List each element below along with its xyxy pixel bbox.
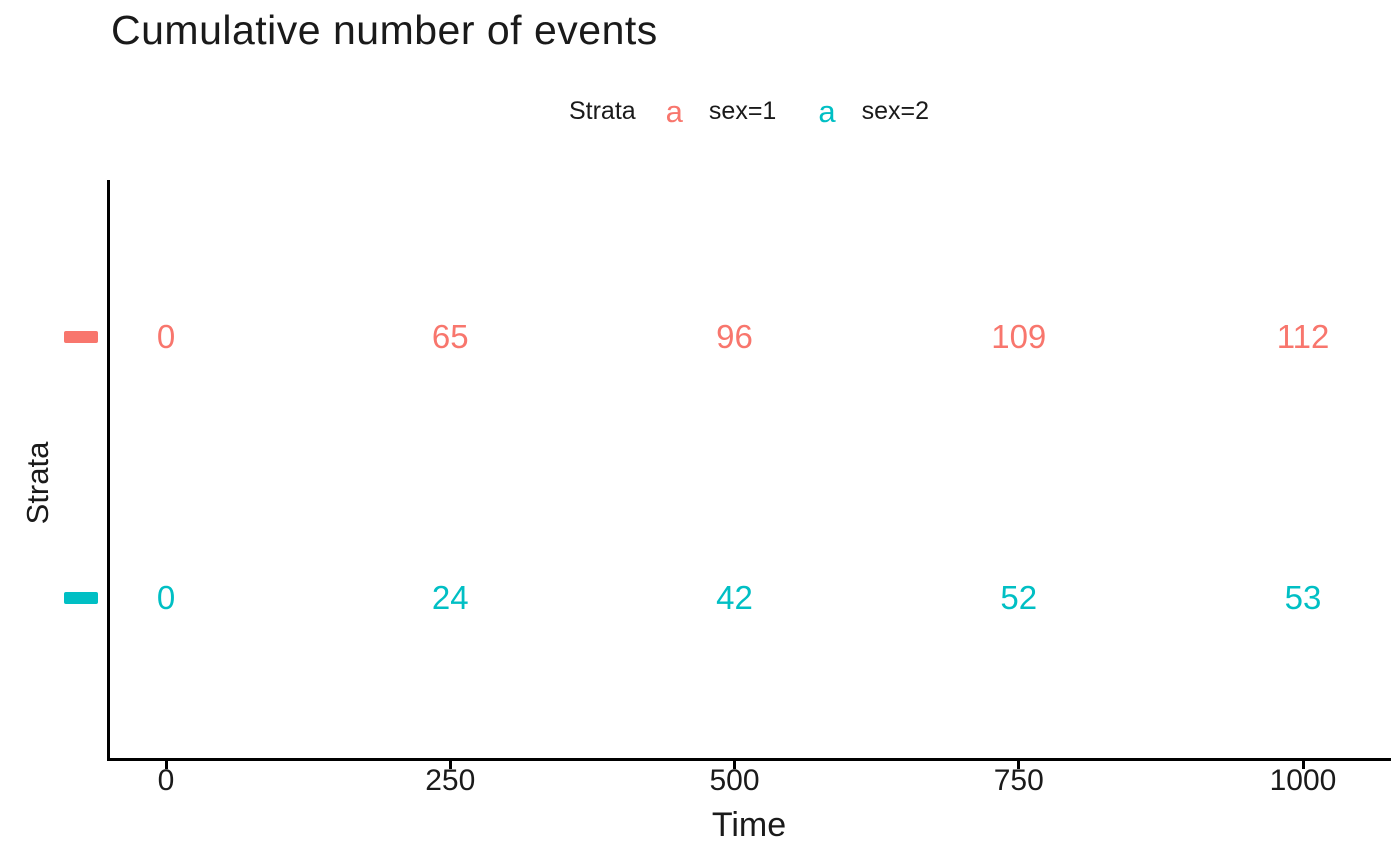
x-tick <box>1301 760 1305 769</box>
x-tick <box>733 760 736 769</box>
event-count-value: 0 <box>156 579 176 616</box>
y-tick-strata-dash <box>64 592 98 604</box>
x-tick <box>448 760 452 769</box>
event-count-value: 24 <box>431 579 469 616</box>
legend-items: a sex=1 a sex=2 <box>666 96 929 127</box>
event-count-value: 109 <box>991 318 1047 355</box>
x-axis-title: Time <box>711 806 787 844</box>
legend-item-label: sex=1 <box>708 96 777 125</box>
event-count-value: 96 <box>716 318 753 355</box>
x-axis-line <box>107 758 1391 761</box>
legend-item-sex=1: a sex=1 <box>666 96 777 127</box>
legend-key-a-icon: a <box>665 93 683 129</box>
x-tick-label: 0 <box>157 764 175 797</box>
legend-item-label: sex=2 <box>861 96 930 125</box>
x-tick <box>1017 760 1021 769</box>
y-axis-line <box>107 180 110 761</box>
x-tick-label: 250 <box>425 764 476 797</box>
x-tick-label: 1000 <box>1269 764 1337 797</box>
event-count-value: 53 <box>1284 579 1322 616</box>
x-tick <box>164 760 168 769</box>
legend-key-a-icon: a <box>818 93 836 129</box>
y-tick-strata-dash <box>64 331 98 343</box>
event-count-value: 0 <box>156 318 176 355</box>
x-tick-label: 750 <box>993 764 1044 797</box>
legend-title: Strata <box>568 96 636 125</box>
event-count-value: 42 <box>716 579 753 616</box>
chart-title: Cumulative number of events <box>111 7 658 53</box>
legend: Strata a sex=1 a sex=2 <box>108 90 1390 132</box>
event-count-value: 65 <box>431 318 469 355</box>
x-tick-label: 500 <box>709 764 760 797</box>
legend-item-sex=2: a sex=2 <box>818 96 929 127</box>
event-count-value: 52 <box>1000 579 1038 616</box>
event-count-value: 112 <box>1276 318 1330 355</box>
